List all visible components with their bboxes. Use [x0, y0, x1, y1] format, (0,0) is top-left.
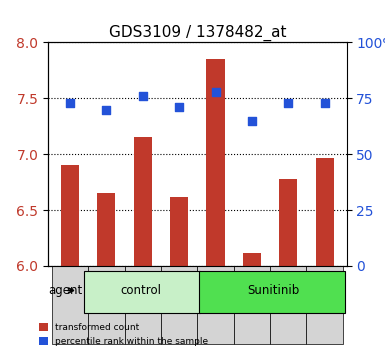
Bar	[316, 158, 334, 266]
FancyBboxPatch shape	[52, 266, 88, 344]
Bar	[243, 252, 261, 266]
Point	[213, 89, 219, 95]
Bar	[170, 196, 188, 266]
Bar	[61, 165, 79, 266]
FancyBboxPatch shape	[306, 266, 343, 344]
Point	[103, 107, 109, 112]
FancyBboxPatch shape	[124, 266, 161, 344]
Legend: transformed count, percentile rank within the sample: transformed count, percentile rank withi…	[35, 320, 212, 349]
Title: GDS3109 / 1378482_at: GDS3109 / 1378482_at	[109, 25, 286, 41]
Bar	[279, 179, 297, 266]
Bar	[206, 59, 224, 266]
Point	[321, 100, 328, 105]
Point	[67, 100, 73, 105]
Text: control: control	[120, 284, 161, 297]
Point	[140, 93, 146, 99]
Bar	[134, 137, 152, 266]
Text: agent: agent	[48, 284, 82, 297]
FancyBboxPatch shape	[161, 266, 198, 344]
Text: Sunitinib: Sunitinib	[247, 284, 300, 297]
FancyBboxPatch shape	[88, 266, 124, 344]
FancyBboxPatch shape	[270, 266, 306, 344]
FancyBboxPatch shape	[198, 266, 234, 344]
Point	[249, 118, 255, 124]
Point	[176, 104, 182, 110]
FancyBboxPatch shape	[84, 271, 200, 313]
Point	[285, 100, 291, 105]
FancyBboxPatch shape	[199, 271, 345, 313]
Bar	[97, 193, 116, 266]
FancyBboxPatch shape	[234, 266, 270, 344]
